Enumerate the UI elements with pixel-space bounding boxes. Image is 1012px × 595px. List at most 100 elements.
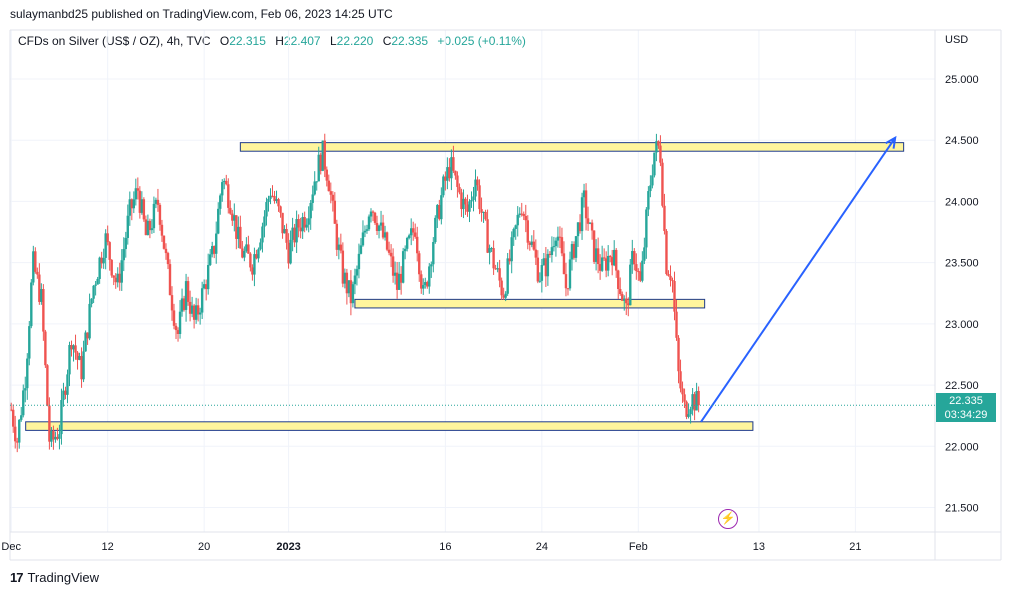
candle-body — [594, 248, 598, 262]
candle-body — [54, 436, 57, 440]
arrow-head — [885, 135, 897, 149]
price-tick-label: 25.000 — [945, 74, 979, 86]
price-tick-label: 23.000 — [945, 319, 979, 331]
candle-body — [534, 249, 538, 258]
candle-body — [504, 293, 507, 298]
candle-body — [237, 226, 240, 239]
candle-body — [353, 275, 357, 285]
candle-body — [80, 356, 83, 380]
open-label: O — [219, 34, 230, 48]
candle-body — [211, 246, 214, 255]
candle-body — [542, 258, 546, 266]
candle-body — [289, 239, 292, 264]
projection-arrow[interactable] — [700, 135, 897, 423]
candle-body — [20, 415, 23, 420]
price-tick-label: 22.000 — [945, 441, 979, 453]
candle-body — [122, 249, 125, 261]
candle-body — [438, 205, 441, 220]
candle-body — [657, 141, 660, 146]
candle-body — [558, 236, 562, 238]
symbol-label[interactable]: CFDs on Silver (US$ / OZ), 4h, TVC — [18, 34, 211, 48]
candle-body — [393, 272, 397, 276]
candle-body — [110, 259, 113, 276]
candle-body — [369, 211, 373, 217]
candle-body — [160, 224, 164, 236]
candle-body — [492, 248, 495, 269]
candle-body — [615, 249, 618, 271]
candle-body — [12, 409, 15, 427]
tradingview-brand[interactable]: 17 TradingView — [10, 570, 99, 585]
candle-body — [478, 185, 481, 210]
candle-body — [38, 274, 41, 302]
candle-body — [265, 202, 268, 217]
candle-body — [401, 251, 405, 283]
candle-body — [192, 305, 196, 320]
candle-body — [204, 284, 208, 290]
time-tick-label: 12 — [102, 541, 114, 553]
candle-body — [456, 175, 459, 188]
candle-body — [146, 220, 150, 236]
candle-body — [667, 274, 670, 276]
candle-body — [46, 365, 49, 406]
candle-body — [383, 232, 387, 238]
candle-body — [637, 271, 640, 273]
candle-body — [96, 278, 99, 285]
currency-label[interactable]: USD — [945, 34, 969, 46]
candle-body — [58, 434, 61, 439]
candle-body — [50, 430, 53, 442]
time-tick-label: 2023 — [276, 541, 300, 553]
candle-body — [311, 194, 314, 203]
tradingview-logo-icon: 17 — [10, 570, 24, 585]
low-value: 22.220 — [336, 34, 374, 48]
support-resistance-zones[interactable] — [25, 142, 905, 431]
candle-body — [518, 213, 521, 215]
candlesticks — [10, 133, 700, 453]
candle-body — [407, 235, 411, 238]
candle-body — [430, 264, 433, 267]
candle-body — [14, 426, 17, 442]
candle-body — [120, 260, 123, 283]
candle-body — [188, 301, 192, 314]
candle-body — [215, 233, 218, 254]
candle-body — [190, 305, 194, 314]
candle-body — [176, 330, 180, 334]
candle-body — [94, 284, 97, 286]
candle-body — [661, 162, 664, 206]
candle-body — [395, 272, 399, 290]
candle-body — [659, 145, 662, 163]
candle-body — [486, 219, 489, 253]
candle-body — [530, 241, 533, 245]
candle-body — [639, 271, 642, 281]
time-tick-label: 16 — [439, 541, 451, 553]
candle-body — [466, 204, 469, 212]
candle-body — [387, 249, 391, 253]
time-axis-ticks[interactable]: Dec 12 20 2023 16 24 Feb 13 21 — [1, 541, 861, 553]
candle-body — [76, 352, 79, 360]
candle-body — [564, 274, 568, 289]
candle-body — [510, 237, 513, 262]
time-tick-label: 21 — [849, 541, 861, 553]
price-axis-ticks[interactable]: 25.000 24.500 24.000 23.500 23.000 22.500 22.0… — [945, 74, 979, 515]
candle-body — [645, 209, 648, 248]
zone-rectangle — [354, 298, 706, 309]
candle-body — [546, 253, 550, 277]
lightning-icon[interactable]: ⚡ — [718, 509, 738, 529]
candle-body — [217, 208, 220, 234]
candle-body — [651, 175, 654, 186]
candle-body — [582, 190, 586, 198]
candle-body — [263, 216, 266, 227]
open-value: 22.315 — [229, 34, 266, 48]
axes — [9, 29, 1002, 561]
candle-body — [448, 167, 451, 179]
bar-countdown: 03:34:29 — [944, 409, 988, 421]
candle-body — [36, 271, 39, 275]
price-tick-label: 24.000 — [945, 196, 979, 208]
candle-body — [245, 244, 248, 251]
high-value: 22.407 — [283, 34, 321, 48]
candle-body — [681, 388, 684, 395]
candle-body — [578, 222, 582, 232]
candle-body — [482, 211, 485, 213]
candle-body — [452, 157, 455, 171]
candle-body — [275, 199, 278, 201]
